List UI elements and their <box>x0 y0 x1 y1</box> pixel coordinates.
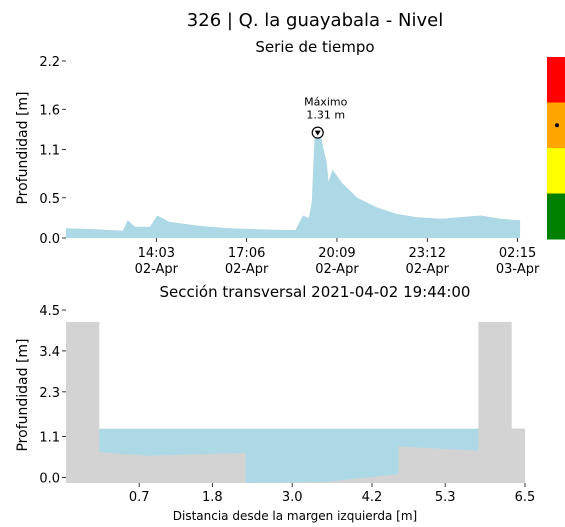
cross-section-x-axis: 0.7 1.8 3.0 4.2 5.3 6.5 <box>129 483 536 505</box>
time-series-x-tick-date: 02-Apr <box>406 262 450 277</box>
time-series-fill-0 <box>66 132 521 238</box>
cross-section-y-tick-label: 0.0 <box>39 471 60 486</box>
time-series-area <box>66 132 521 238</box>
cross-section-x-tick-label: 6.5 <box>515 490 536 505</box>
cross-section-y-tick-label: 4.5 <box>39 304 60 319</box>
cross-section-x-tick-label: 4.2 <box>362 490 383 505</box>
time-series-x-tick-label: 20:09 <box>318 246 355 261</box>
peak-annotation-value: 1.31 m <box>306 109 345 122</box>
peak-annotation-label: Máximo <box>304 96 348 109</box>
cross-section-plot <box>66 321 525 483</box>
time-series-x-axis: 14:0302-Apr17:0602-Apr20:0902-Apr23:1202… <box>135 238 540 277</box>
time-series-x-tick-date: 03-Apr <box>496 262 540 277</box>
cross-section-title: Sección transversal 2021-04-02 19:44:00 <box>160 283 471 301</box>
time-series-y-label: Profundidad [m] <box>15 91 31 204</box>
cross-section-y-label: Profundidad [m] <box>15 338 31 451</box>
time-series-x-tick-date: 02-Apr <box>315 262 359 277</box>
time-series-chart: Serie de tiempo 0.00.51.11.62.2 14:0302-… <box>15 38 565 277</box>
cross-section-chart: Sección transversal 2021-04-02 19:44:00 … <box>15 283 535 523</box>
alert-current-marker <box>555 123 559 128</box>
terrain-fill <box>66 321 525 483</box>
cross-section-x-tick-label: 1.8 <box>202 490 223 505</box>
alert-level-2 <box>547 148 565 194</box>
time-series-title: Serie de tiempo <box>255 38 374 56</box>
time-series-x-tick-date: 02-Apr <box>135 262 179 277</box>
alert-level-0 <box>547 57 565 103</box>
time-series-x-tick-date: 02-Apr <box>225 262 269 277</box>
time-series-x-tick-label: 14:03 <box>138 246 175 261</box>
peak-annotation: Máximo 1.31 m <box>304 96 348 139</box>
alert-level-scale <box>547 57 565 240</box>
time-series-y-tick-label: 2.2 <box>39 55 60 70</box>
cross-section-y-axis: 0.0 1.1 2.3 3.4 4.5 <box>39 304 66 486</box>
time-series-x-tick-label: 17:06 <box>228 246 265 261</box>
time-series-y-tick-label: 0.0 <box>39 232 60 247</box>
time-series-y-axis: 0.0 0.5 1.1 1.6 2.2 <box>39 55 66 247</box>
figure-title: 326 | Q. la guayabala - Nivel <box>187 10 443 31</box>
cross-section-x-tick-label: 3.0 <box>282 490 303 505</box>
time-series-x-tick-label: 02:15 <box>499 246 536 261</box>
time-series-y-tick-label: 1.1 <box>39 144 60 159</box>
cross-section-y-tick-label: 1.1 <box>39 430 60 445</box>
alert-level-3 <box>547 193 565 240</box>
time-series-y-tick-label: 0.5 <box>39 192 60 207</box>
peak-arrow-icon <box>314 130 321 136</box>
cross-section-x-tick-label: 5.3 <box>435 490 456 505</box>
cross-section-y-tick-label: 3.4 <box>39 345 60 360</box>
cross-section-x-tick-label: 0.7 <box>129 490 150 505</box>
time-series-x-tick-label: 23:12 <box>409 246 446 261</box>
cross-section-y-tick-label: 2.3 <box>39 386 60 401</box>
cross-section-x-label: Distancia desde la margen izquierda [m] <box>173 509 417 523</box>
time-series-y-tick-label: 1.6 <box>39 103 60 118</box>
